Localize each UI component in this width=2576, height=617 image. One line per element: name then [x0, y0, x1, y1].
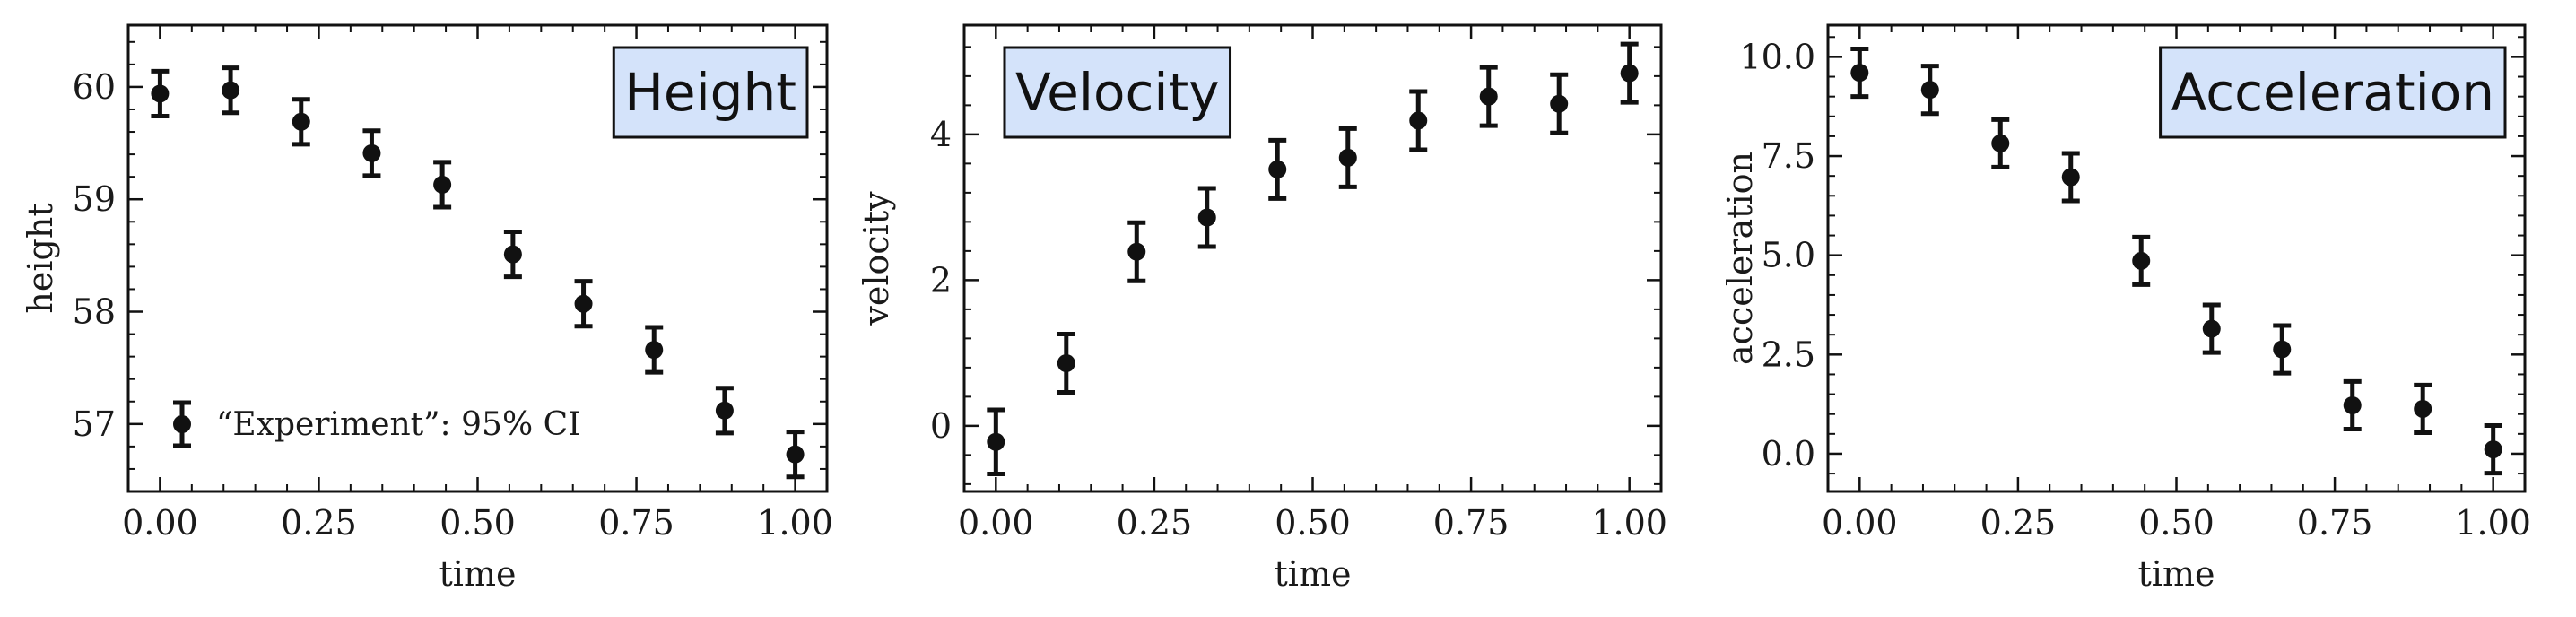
- chart-title: Height: [624, 62, 796, 123]
- chart-panel-3: 0.00 0.25 0.50 0.75 1.00 0.0 2.5 5.0 7.5 10.0 time…: [1720, 23, 2531, 594]
- x-tick-label: 0.50: [2138, 503, 2215, 543]
- y-tick-label: 7.5: [1762, 136, 1815, 176]
- y-tick-label: 59: [73, 179, 116, 219]
- x-tick-label: 0.75: [1433, 503, 1510, 543]
- y-tick-label: 10.0: [1739, 37, 1815, 76]
- chart-panel-1: 0.00 0.25 0.50 0.75 1.00 57 58 59 60 time height “E…: [21, 23, 833, 594]
- plot-frame: [962, 23, 1663, 493]
- data-point: [645, 341, 664, 360]
- title-box: [1003, 46, 1232, 139]
- data-point: [222, 81, 240, 100]
- x-tick-label: 0.50: [439, 503, 516, 543]
- data-point: [2414, 399, 2432, 418]
- x-tick-label: 0.00: [122, 503, 198, 543]
- y-tick-label: 5.0: [1762, 236, 1815, 275]
- data-point: [2202, 319, 2221, 338]
- chart-title-box: Height: [612, 46, 809, 139]
- data-point: [2132, 251, 2151, 270]
- legend-label: “Experiment”: 95% CI: [216, 406, 580, 443]
- plot-frame: [1826, 23, 2527, 493]
- x-tick-label: 1.00: [757, 503, 833, 543]
- x-tick-label: 0.50: [1275, 503, 1351, 543]
- y-tick-label: 4: [930, 115, 952, 154]
- data-point: [433, 175, 452, 194]
- x-tick-label: 0.25: [1980, 503, 2057, 543]
- chart-title-box: Velocity: [1003, 46, 1232, 139]
- data-point: [987, 432, 1005, 451]
- x-axis-label: time: [2138, 554, 2215, 594]
- x-tick-label: 0.75: [2297, 503, 2373, 543]
- x-axis-label: time: [439, 554, 517, 594]
- data-point: [1550, 94, 1569, 113]
- x-tick-label: 0.75: [598, 503, 674, 543]
- data-point: [1850, 64, 1869, 83]
- data-point: [151, 84, 170, 103]
- data-point: [715, 401, 734, 420]
- title-box: [612, 46, 809, 139]
- data-point: [1991, 134, 2010, 152]
- y-tick-label: 60: [73, 67, 116, 107]
- plot-frame: [126, 23, 829, 493]
- x-tick-label: 1.00: [1591, 503, 1667, 543]
- y-axis-label: velocity: [857, 191, 896, 326]
- series-1: [1850, 47, 2502, 476]
- data-point: [2273, 340, 2292, 359]
- data-point: [503, 245, 522, 264]
- x-tick-label: 0.00: [958, 503, 1034, 543]
- data-point: [1197, 208, 1216, 227]
- series-1: [151, 65, 805, 480]
- y-tick-label: 57: [73, 404, 116, 444]
- y-tick-label: 2: [930, 260, 952, 300]
- data-point: [1338, 148, 1357, 167]
- data-point: [1920, 81, 1939, 100]
- chart-title: Acceleration: [2171, 62, 2494, 123]
- x-axis-label: time: [1275, 554, 1352, 594]
- x-tick-label: 0.25: [1117, 503, 1193, 543]
- data-point: [2343, 395, 2362, 414]
- title-box: [2159, 46, 2507, 139]
- series-1: [987, 41, 1639, 476]
- y-tick-label: 0.0: [1762, 434, 1815, 474]
- data-point: [1479, 87, 1498, 106]
- y-tick-label: 58: [73, 292, 116, 332]
- data-point: [362, 143, 381, 162]
- y-tick-label: 0: [930, 406, 952, 446]
- y-tick-label: 2.5: [1762, 335, 1815, 374]
- legend-marker: [173, 415, 191, 433]
- data-point: [1409, 111, 1428, 130]
- data-point: [1268, 160, 1287, 178]
- x-tick-label: 0.00: [1822, 503, 1898, 543]
- chart-title: Velocity: [1015, 62, 1220, 123]
- data-point: [292, 112, 310, 131]
- chart-title-box: Acceleration: [2159, 46, 2507, 139]
- data-point: [1620, 64, 1639, 83]
- data-point: [1057, 354, 1075, 372]
- chart-panel-2: 0.00 0.25 0.50 0.75 1.00 0 2 4 time velocity Veloc…: [857, 23, 1667, 594]
- data-point: [2484, 440, 2502, 459]
- legend: “Experiment”: 95% CI: [173, 400, 580, 448]
- y-axis-label: acceleration: [1720, 152, 1760, 365]
- data-point: [574, 294, 593, 313]
- data-point: [1127, 242, 1146, 261]
- x-tick-label: 1.00: [2455, 503, 2531, 543]
- x-tick-label: 0.25: [281, 503, 357, 543]
- data-point: [2061, 168, 2080, 187]
- y-axis-label: height: [21, 203, 60, 313]
- data-point: [786, 445, 805, 464]
